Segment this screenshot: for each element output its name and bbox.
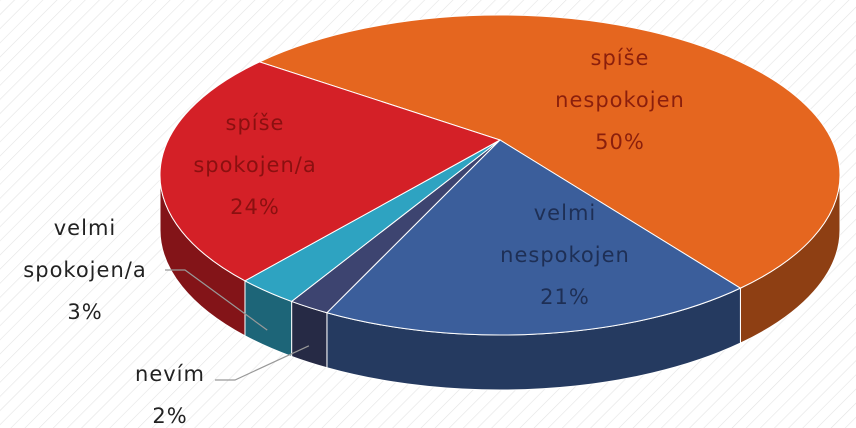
category-label: nevím <box>135 362 205 386</box>
slice-label: spíše spokojen/a 24% <box>193 102 316 228</box>
category-label: velmi spokojen/a <box>23 216 147 282</box>
value-label: 3% <box>67 300 103 324</box>
slice <box>258 14 841 289</box>
value-label: 2% <box>152 404 188 428</box>
leaders <box>165 269 310 381</box>
slice-label: nevím 2% <box>135 353 205 428</box>
slice-label: velmi nespokojen 21% <box>500 192 630 318</box>
value-label: 21% <box>540 285 590 309</box>
slice <box>159 61 502 282</box>
category-label: spíše nespokojen <box>555 46 685 112</box>
leader-line <box>215 345 310 381</box>
leader-line <box>165 269 268 331</box>
slice <box>325 139 742 336</box>
category-label: velmi nespokojen <box>500 201 630 267</box>
slice-label: velmi spokojen/a 3% <box>23 207 146 333</box>
value-label: 24% <box>230 195 280 219</box>
category-label: spíše spokojen/a <box>193 111 317 177</box>
value-label: 50% <box>595 130 645 154</box>
slice-label: spíše nespokojen 50% <box>555 37 685 163</box>
tops <box>159 14 841 336</box>
